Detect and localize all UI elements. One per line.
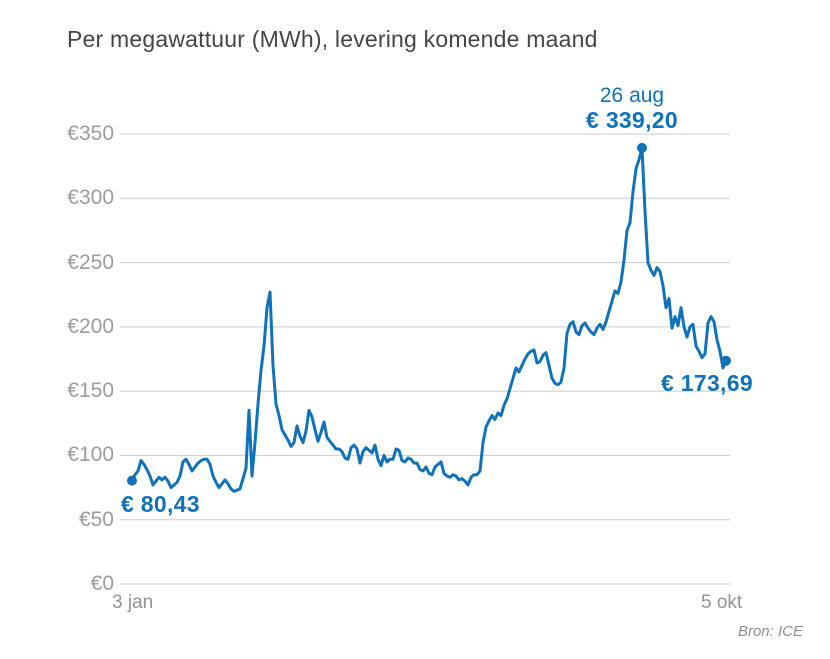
annotation-start-value: € 80,43	[121, 491, 200, 517]
chart-title: Per megawattuur (MWh), levering komende …	[67, 26, 598, 52]
annotation-end-value: € 173,69	[661, 370, 753, 396]
end-marker	[721, 355, 731, 366]
peak-marker	[637, 142, 647, 153]
x-axis-label-end: 5 okt	[701, 592, 743, 613]
price-line	[130, 146, 728, 493]
source-credit: Bron: ICE	[737, 623, 803, 640]
x-axis-label-start: 3 jan	[112, 592, 154, 613]
y-tick-label: €300	[67, 186, 114, 210]
y-tick-label: €0	[90, 572, 114, 595]
y-tick-label: €50	[78, 507, 114, 531]
start-marker	[127, 475, 137, 486]
y-tick-label: €350	[67, 122, 114, 145]
y-tick-label: €250	[67, 250, 114, 274]
y-tick-label: €200	[67, 314, 114, 338]
annotation-peak-date: 26 aug	[599, 84, 665, 107]
y-tick-label: €150	[67, 379, 114, 403]
annotation-end: € 173,69	[661, 371, 753, 396]
y-tick-label: €100	[67, 443, 114, 467]
annotation-peak-value: € 339,20	[586, 107, 678, 133]
annotation-peak: 26 aug € 339,20	[507, 84, 757, 133]
annotation-start: € 80,43	[121, 492, 200, 517]
